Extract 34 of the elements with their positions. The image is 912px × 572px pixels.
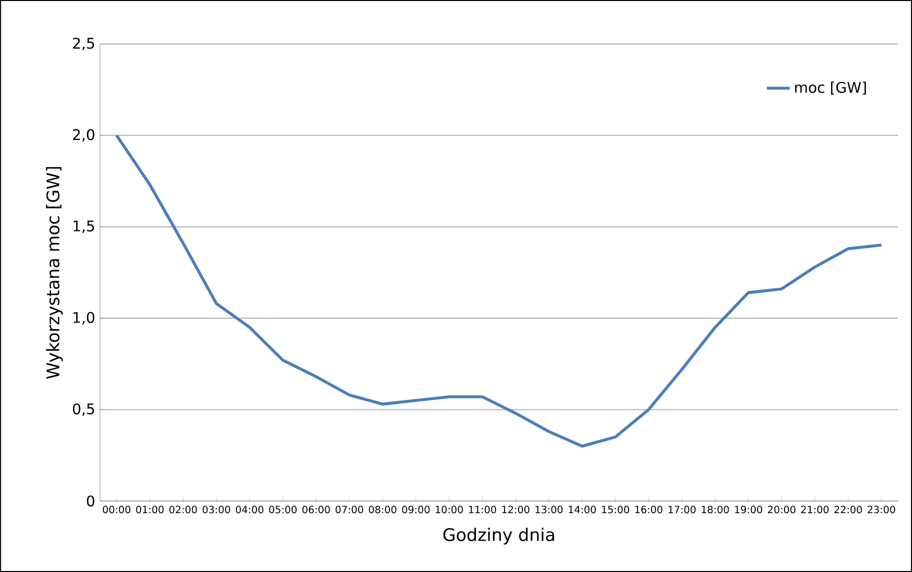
legend-label: moc [GW] [795, 82, 866, 95]
x-tick-label: 19:00 [735, 506, 762, 514]
x-tick-label: 07:00 [336, 506, 364, 514]
x-axis-title: Godziny dnia [443, 528, 554, 545]
x-tick-label: 14:00 [568, 506, 596, 514]
y-tick-label: 2,0 [73, 129, 94, 142]
x-tick-label: 17:00 [668, 506, 696, 514]
line-series [115, 134, 883, 448]
y-tick-label: 2,5 [73, 38, 94, 50]
x-tick-label: 13:00 [536, 506, 563, 514]
x-tick-label: 03:00 [202, 506, 230, 514]
x-tick-label: 23:00 [868, 506, 896, 514]
y-tick-label: 1,0 [74, 312, 94, 324]
x-tick-label: 20:00 [768, 506, 796, 514]
x-tick-label: 00:00 [102, 506, 130, 514]
x-tick-label: 02:00 [169, 506, 197, 514]
x-tick-label: 04:00 [236, 506, 264, 514]
y-tick-label: 0,5 [72, 403, 94, 416]
x-tick-label: 18:00 [702, 506, 729, 514]
x-tick-label: 15:00 [602, 506, 630, 514]
y-tick-label: 0 [86, 495, 94, 507]
x-tick-label: 06:00 [302, 506, 330, 514]
x-tick-label: 21:00 [801, 506, 829, 514]
y-tick-label: 1,5 [74, 220, 94, 233]
x-tick-label: 05:00 [269, 506, 297, 514]
y-axis-title: Wykorzystana moc [GW] [46, 167, 63, 379]
x-tick-label: 08:00 [368, 506, 396, 514]
x-tick-label: 11:00 [469, 506, 496, 514]
x-tick-label: 22:00 [834, 506, 862, 514]
x-tick-label: 09:00 [402, 506, 430, 514]
x-tick-label: 10:00 [436, 506, 463, 514]
x-tick-label: 12:00 [502, 506, 530, 514]
x-tick-label: 01:00 [136, 506, 164, 514]
x-tick-label: 16:00 [635, 506, 662, 514]
